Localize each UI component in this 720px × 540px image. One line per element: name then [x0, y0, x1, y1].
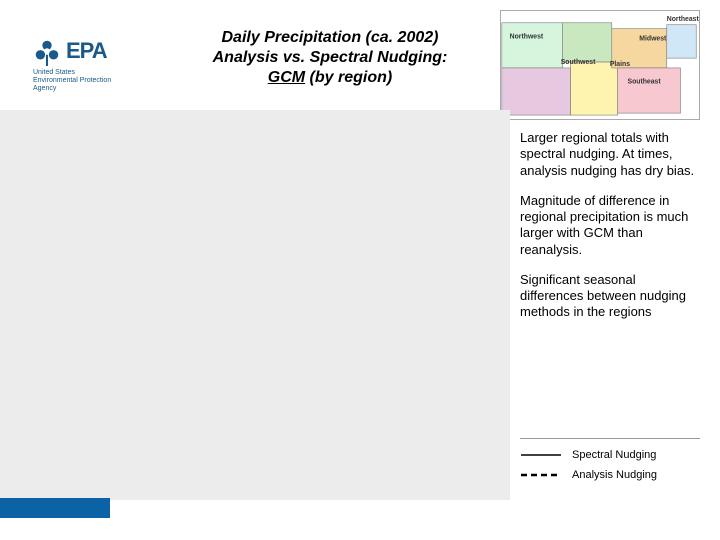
map-label-midwest: Midwest — [639, 35, 667, 42]
para-2: Magnitude of difference in regional prec… — [520, 193, 700, 258]
chart-placeholder — [0, 110, 510, 500]
legend: Spectral Nudging Analysis Nudging — [520, 438, 700, 485]
title-line1: Daily Precipitation (ca. 2002) — [180, 28, 480, 48]
epa-subtitle: United States Environmental Protection A… — [33, 69, 172, 93]
map-label-northeast: Northeast — [667, 16, 699, 23]
title-line2: Analysis vs. Spectral Nudging: — [180, 48, 480, 68]
epa-logo: EPA United States Environmental Protecti… — [32, 36, 172, 93]
map-region-plains — [571, 62, 618, 115]
map-label-southeast: Southeast — [627, 79, 661, 86]
title-gcm: GCM — [268, 69, 305, 86]
map-region-n-plains — [563, 23, 612, 62]
legend-label-1: Analysis Nudging — [572, 469, 657, 481]
title-line3: GCM (by region) — [180, 68, 480, 88]
epa-sub-line1: United States — [33, 69, 172, 77]
para-3: Significant seasonal differences between… — [520, 272, 700, 321]
map-region-southwest — [502, 68, 571, 115]
slide-title: Daily Precipitation (ca. 2002) Analysis … — [180, 28, 480, 88]
legend-line-sample-1 — [520, 468, 562, 482]
epa-sub-line3: Agency — [33, 85, 172, 93]
slide-root: EPA United States Environmental Protecti… — [0, 0, 720, 540]
right-text-column: Larger regional totals with spectral nud… — [520, 130, 700, 335]
legend-row-1: Analysis Nudging — [520, 465, 700, 485]
region-map: Northwest Southwest Plains Midwest Northeast… — [500, 10, 700, 120]
epa-brand: EPA — [66, 40, 107, 62]
epa-sub-line2: Environmental Protection — [33, 77, 172, 85]
map-label-southwest: Southwest — [561, 59, 596, 66]
epa-flower-icon — [32, 36, 62, 66]
map-region-northeast — [667, 25, 696, 58]
epa-logo-row: EPA — [32, 36, 172, 66]
legend-row-0: Spectral Nudging — [520, 445, 700, 465]
map-label-plains: Plains — [610, 61, 630, 68]
map-region-southeast — [618, 68, 681, 113]
legend-line-sample-0 — [520, 448, 562, 462]
map-region-northwest — [502, 23, 563, 68]
map-label-northwest: Northwest — [510, 33, 544, 40]
legend-label-0: Spectral Nudging — [572, 449, 656, 461]
footer-accent-bar — [0, 498, 110, 518]
para-1: Larger regional totals with spectral nud… — [520, 130, 700, 179]
title-line3-rest: (by region) — [305, 69, 392, 86]
epa-brand-text: EPA — [66, 36, 107, 62]
